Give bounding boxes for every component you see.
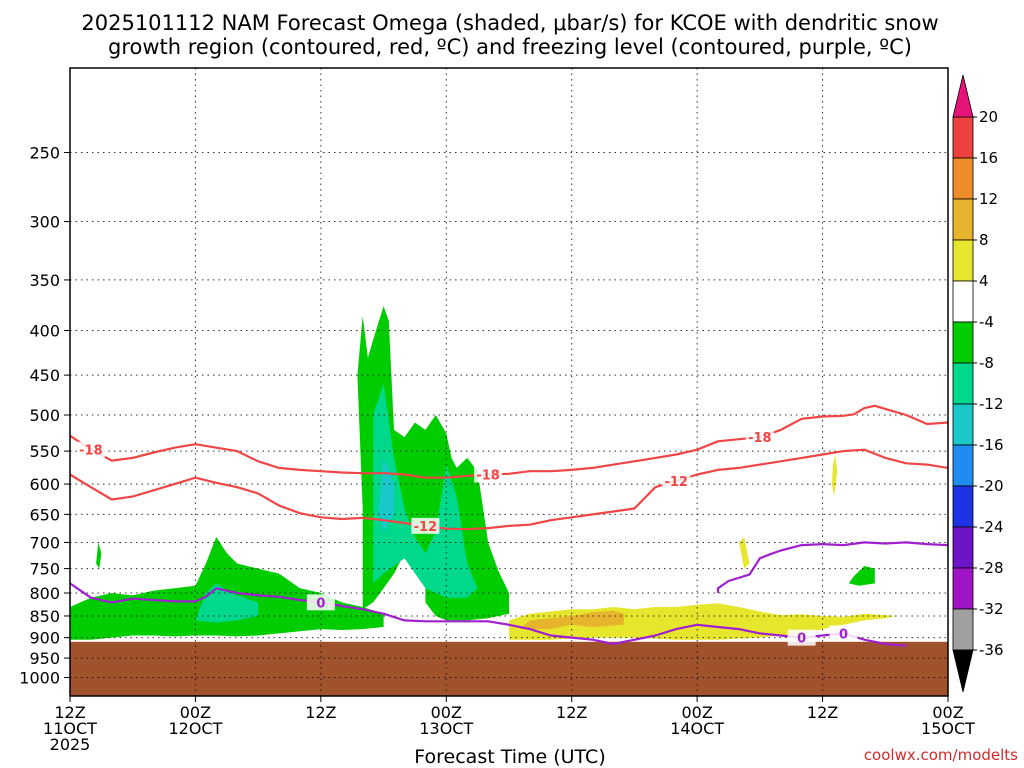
colorbar-swatch-5 bbox=[952, 321, 974, 364]
colorbar-label-4: 4 bbox=[979, 272, 989, 290]
y-tick-label-650: 650 bbox=[29, 505, 60, 524]
y-tick-label-250: 250 bbox=[29, 144, 60, 163]
colorbar-swatch-11 bbox=[952, 567, 974, 610]
x-tick-label-24-0: 12Z bbox=[305, 703, 336, 722]
colorbar-label-5: -4 bbox=[979, 313, 994, 331]
y-tick-label-800: 800 bbox=[29, 584, 60, 603]
contour-label-1-1: -12 bbox=[664, 475, 688, 490]
omega-region-ascent-tower-core bbox=[373, 383, 478, 598]
colorbar-label-6: -8 bbox=[979, 354, 994, 372]
colorbar: 20 16 12 8 4 -4 -8 -12 -16 -20 -24 -28 -32 -36 bbox=[952, 74, 1004, 693]
contour-label-2-0: 0 bbox=[316, 596, 325, 611]
ground-fill bbox=[70, 641, 948, 696]
x-tick-label-84-1: 15OCT bbox=[921, 719, 975, 738]
contour-label-1-0: -12 bbox=[414, 520, 438, 535]
x-tick-label-0-1: 11OCT bbox=[43, 719, 97, 738]
contour-label-0-0: -18 bbox=[79, 444, 103, 459]
colorbar-swatch-2 bbox=[952, 198, 974, 241]
y-tick-label-950: 950 bbox=[29, 649, 60, 668]
colorbar-label-7: -12 bbox=[979, 395, 1004, 413]
y-tick-label-850: 850 bbox=[29, 607, 60, 626]
y-tick-label-1000: 1000 bbox=[19, 669, 60, 688]
omega-region-descent-isolated-2 bbox=[832, 454, 838, 497]
contour-line-2 bbox=[69, 582, 907, 647]
colorbar-label-2: 12 bbox=[979, 190, 998, 208]
plot-area bbox=[70, 306, 948, 696]
axes: 250 300 350 400 450 500 550 600 650 700 750 800 850 9… bbox=[19, 67, 975, 754]
contour-label-2-1: 0 bbox=[797, 632, 806, 647]
colorbar-swatch-9 bbox=[952, 485, 974, 528]
contour-label-bg bbox=[829, 625, 858, 642]
x-tick-label-60-0: 00Z bbox=[681, 703, 712, 722]
chart-title-line-1: 2025101112 NAM Forecast Omega (shaded, μ… bbox=[81, 11, 938, 35]
omega-region-ascent-isolated-right bbox=[848, 566, 875, 586]
x-tick-label-0-0: 12Z bbox=[54, 703, 85, 722]
contour-label-bg bbox=[787, 629, 816, 646]
colorbar-swatch-0 bbox=[952, 116, 974, 159]
y-tick-label-900: 900 bbox=[29, 629, 60, 648]
colorbar-label-12: -32 bbox=[979, 600, 1004, 618]
y-tick-label-300: 300 bbox=[29, 213, 60, 232]
colorbar-swatch-3 bbox=[952, 239, 974, 282]
colorbar-swatch-12 bbox=[952, 608, 974, 651]
y-tick-label-450: 450 bbox=[29, 366, 60, 385]
colorbar-swatch-10 bbox=[952, 526, 974, 569]
y-tick-label-400: 400 bbox=[29, 322, 60, 341]
colorbar-label-8: -16 bbox=[979, 436, 1004, 454]
y-tick-label-700: 700 bbox=[29, 533, 60, 552]
chart-title-line-2: growth region (contoured, red, ºC) and f… bbox=[108, 35, 912, 59]
x-axis-label: Forecast Time (UTC) bbox=[414, 746, 605, 768]
contour-label-bg bbox=[745, 429, 774, 446]
omega-region-ascent-tower-core2 bbox=[378, 457, 394, 532]
contour-label-bg bbox=[662, 472, 691, 489]
x-tick-label-72-0: 12Z bbox=[807, 703, 838, 722]
colorbar-label-10: -24 bbox=[979, 518, 1004, 536]
colorbar-top-arrow bbox=[952, 74, 974, 118]
colorbar-swatch-1 bbox=[952, 157, 974, 200]
y-tick-label-600: 600 bbox=[29, 475, 60, 494]
colorbar-label-0: 20 bbox=[979, 108, 998, 126]
x-tick-label-12-0: 00Z bbox=[180, 703, 211, 722]
y-tick-label-350: 350 bbox=[29, 271, 60, 290]
omega-region-descent-isolated-1 bbox=[739, 537, 750, 569]
colorbar-label-13: -36 bbox=[979, 641, 1004, 659]
x-tick-label-48-0: 12Z bbox=[556, 703, 587, 722]
contour-line-1 bbox=[69, 448, 949, 531]
x-tick-label-60-1: 14OCT bbox=[670, 719, 724, 738]
x-tick-label-36-0: 00Z bbox=[431, 703, 462, 722]
omega-region-ascent-band-left bbox=[70, 537, 384, 640]
y-tick-label-750: 750 bbox=[29, 560, 60, 579]
contour-label-0-1: -18 bbox=[748, 431, 772, 446]
colorbar-label-1: 16 bbox=[979, 149, 998, 167]
contour-label-0-2: -18 bbox=[476, 468, 500, 483]
colorbar-label-11: -28 bbox=[979, 559, 1004, 577]
contour-label-bg bbox=[474, 466, 503, 483]
colorbar-swatch-8 bbox=[952, 444, 974, 487]
contour-line-0 bbox=[69, 404, 949, 479]
colorbar-swatch-6 bbox=[952, 362, 974, 405]
y-tick-label-550: 550 bbox=[29, 442, 60, 461]
colorbar-label-3: 8 bbox=[979, 231, 989, 249]
x-tick-label-0-2: 2025 bbox=[50, 735, 91, 754]
contour-label-bg bbox=[411, 517, 440, 534]
contour-label-bg bbox=[76, 441, 105, 458]
plot-frame bbox=[69, 67, 949, 697]
contour-label-2-2: 0 bbox=[839, 627, 848, 642]
x-tick-label-84-0: 00Z bbox=[932, 703, 963, 722]
colorbar-swatch-4 bbox=[952, 280, 974, 323]
colorbar-bottom-arrow bbox=[952, 649, 974, 693]
contour-label-bg bbox=[306, 594, 335, 611]
colorbar-swatch-7 bbox=[952, 403, 974, 446]
y-tick-label-500: 500 bbox=[29, 406, 60, 425]
x-tick-label-12-1: 12OCT bbox=[168, 719, 222, 738]
contours: -18 -18 -18 -12 -12 0 0 0 bbox=[69, 404, 949, 647]
omega-region-ascent-isolated-left bbox=[96, 542, 102, 569]
omega-region-descent-core bbox=[519, 610, 624, 630]
credit-link[interactable]: coolwx.com/modelts bbox=[864, 746, 1018, 764]
contour-line-3 bbox=[716, 541, 949, 593]
x-tick-label-36-1: 13OCT bbox=[419, 719, 473, 738]
colorbar-label-9: -20 bbox=[979, 477, 1004, 495]
